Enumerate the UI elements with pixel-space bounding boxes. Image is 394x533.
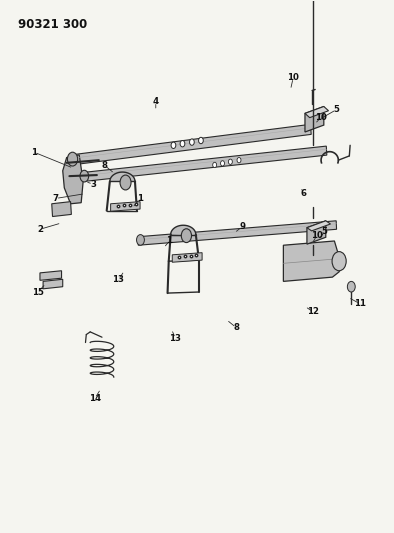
Text: 6: 6	[300, 189, 306, 198]
Circle shape	[137, 235, 144, 245]
Polygon shape	[138, 221, 336, 245]
Circle shape	[67, 152, 78, 166]
Text: 90321 300: 90321 300	[19, 18, 87, 31]
Circle shape	[80, 170, 89, 182]
Text: 11: 11	[354, 299, 366, 308]
Circle shape	[190, 139, 194, 146]
Text: 1: 1	[31, 148, 37, 157]
Circle shape	[171, 142, 176, 149]
Circle shape	[348, 281, 355, 292]
Polygon shape	[305, 107, 324, 132]
Text: 15: 15	[32, 287, 44, 296]
Circle shape	[229, 159, 232, 165]
Polygon shape	[283, 241, 342, 281]
Polygon shape	[63, 155, 83, 204]
Circle shape	[332, 252, 346, 271]
Text: 8: 8	[233, 323, 239, 332]
Polygon shape	[52, 201, 71, 216]
Polygon shape	[43, 279, 63, 289]
Circle shape	[199, 138, 203, 144]
Text: 5: 5	[333, 105, 339, 114]
Text: 1: 1	[167, 237, 173, 246]
Text: 12: 12	[307, 307, 319, 316]
Polygon shape	[305, 107, 329, 118]
Text: 3: 3	[90, 180, 96, 189]
Text: 10: 10	[311, 231, 323, 240]
Polygon shape	[172, 253, 202, 262]
Polygon shape	[81, 146, 327, 182]
Text: 10: 10	[315, 113, 327, 122]
Text: 2: 2	[37, 225, 43, 234]
Circle shape	[237, 158, 241, 163]
Text: 10: 10	[287, 73, 299, 82]
Polygon shape	[40, 271, 61, 280]
Text: 14: 14	[89, 394, 101, 403]
Polygon shape	[307, 221, 326, 244]
Polygon shape	[307, 221, 331, 231]
Circle shape	[213, 163, 217, 167]
Text: 9: 9	[239, 222, 245, 231]
Text: 13: 13	[169, 334, 181, 343]
Circle shape	[120, 175, 131, 190]
Circle shape	[221, 161, 225, 166]
Text: 7: 7	[52, 194, 59, 203]
Polygon shape	[111, 201, 140, 211]
Text: 8: 8	[102, 161, 108, 170]
Polygon shape	[69, 124, 311, 165]
Text: 5: 5	[322, 228, 327, 237]
Text: 13: 13	[112, 275, 125, 284]
Circle shape	[181, 229, 191, 243]
Text: 4: 4	[153, 97, 159, 106]
Circle shape	[180, 141, 185, 147]
Text: 1: 1	[137, 194, 143, 203]
